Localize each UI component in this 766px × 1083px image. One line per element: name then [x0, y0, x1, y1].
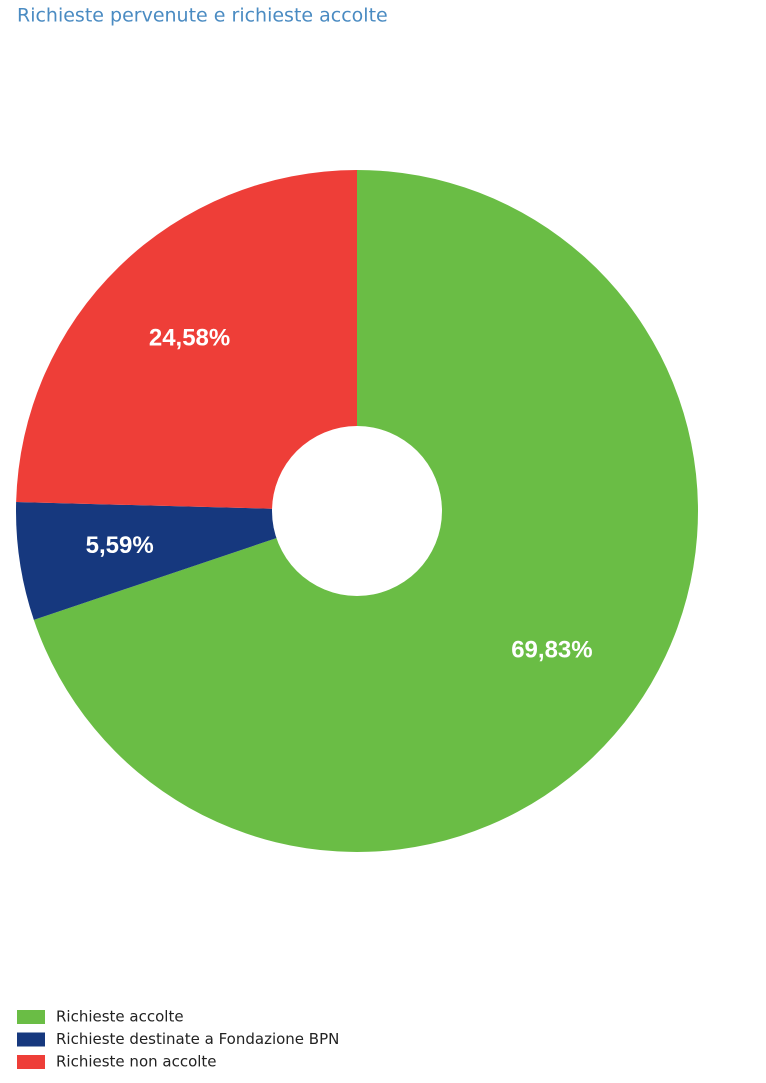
- value-label: 24,58%: [149, 324, 230, 351]
- legend-label: Richieste accolte: [56, 1008, 184, 1026]
- legend-swatch: [17, 1055, 45, 1069]
- legend-swatch: [17, 1032, 45, 1047]
- pie-slice: [16, 502, 358, 620]
- legend-label: Richieste non accolte: [56, 1053, 217, 1071]
- pie-slice: [16, 170, 358, 511]
- chart-title: Richieste pervenute e richieste accolte: [17, 5, 388, 27]
- legend-swatch: [17, 1010, 45, 1024]
- value-label: 5,59%: [86, 532, 154, 559]
- donut-hole: [272, 426, 442, 596]
- legend-label: Richieste destinate a Fondazione BPN: [56, 1030, 339, 1048]
- value-label: 69,83%: [511, 636, 592, 663]
